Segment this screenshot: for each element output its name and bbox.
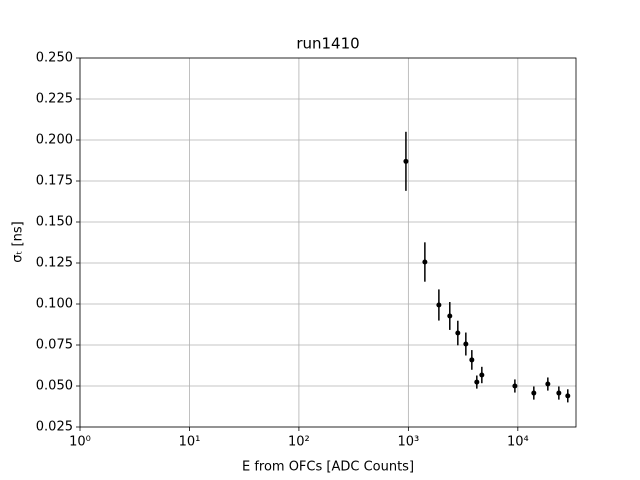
x-tick-label: 10¹ — [179, 435, 201, 450]
y-tick-label: 0.050 — [36, 379, 73, 394]
data-point — [479, 372, 485, 378]
y-tick-label: 0.025 — [36, 420, 73, 435]
data-point — [403, 158, 409, 164]
x-tick-label: 10³ — [397, 435, 419, 450]
data-point — [474, 379, 480, 385]
data-point — [565, 393, 571, 399]
x-tick-label: 10⁴ — [507, 435, 529, 450]
data-point — [455, 330, 461, 336]
y-axis-label: σₜ [ns] — [11, 221, 26, 262]
data-point — [531, 390, 537, 396]
y-tick-label: 0.150 — [36, 215, 73, 230]
y-tick-label: 0.250 — [36, 51, 73, 66]
y-tick-label: 0.225 — [36, 92, 73, 107]
y-tick-label: 0.075 — [36, 338, 73, 353]
data-point — [469, 357, 475, 363]
data-point — [447, 313, 453, 319]
data-point — [545, 381, 551, 387]
y-tick-label: 0.125 — [36, 256, 73, 271]
data-point — [463, 341, 469, 347]
y-tick-label: 0.175 — [36, 174, 73, 189]
y-tick-label: 0.100 — [36, 297, 73, 312]
y-tick-label: 0.200 — [36, 133, 73, 148]
data-point — [422, 259, 428, 265]
data-point — [512, 383, 518, 389]
chart-title: run1410 — [296, 35, 359, 53]
x-tick-label: 10² — [288, 435, 310, 450]
plot-frame — [79, 57, 577, 428]
data-point — [436, 302, 442, 308]
data-point — [556, 390, 562, 396]
x-axis-label: E from OFCs [ADC Counts] — [242, 460, 414, 475]
x-tick-label: 10⁰ — [69, 435, 91, 450]
